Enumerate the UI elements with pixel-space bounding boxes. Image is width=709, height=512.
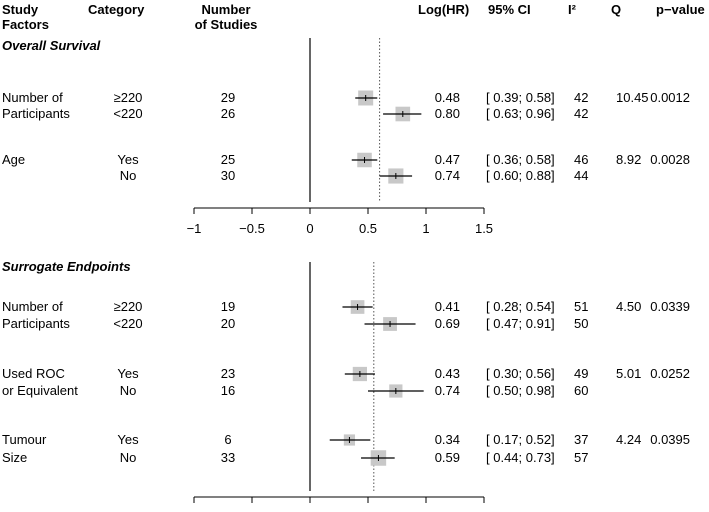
x-tick-label: 0.5	[358, 221, 378, 236]
ci-value: [ 0.17; 0.52]	[486, 432, 555, 447]
x-tick-label: −1	[186, 221, 202, 236]
study-factor-label: Number of	[2, 299, 63, 314]
loghr-value: 0.41	[434, 299, 460, 314]
p-value: 0.0252	[650, 366, 690, 381]
p-value: 0.0395	[650, 432, 690, 447]
category-label: Yes	[117, 152, 139, 167]
category-label: ≥220	[113, 299, 143, 314]
ci-value: [ 0.60; 0.88]	[486, 168, 555, 183]
study-factor-label: Size	[2, 450, 28, 465]
header-number-of-studies: Number of Studies	[194, 2, 258, 32]
p-value: 0.0339	[650, 299, 690, 314]
q-value: 4.24	[616, 432, 642, 447]
ci-value: [ 0.36; 0.58]	[486, 152, 555, 167]
x-tick-label: −0.5	[239, 221, 265, 236]
study-factor-label: Used ROC	[2, 366, 65, 381]
x-tick-label: 0	[306, 221, 314, 236]
ci-value: [ 0.39; 0.58]	[486, 90, 555, 105]
i2-value: 37	[574, 432, 589, 447]
loghr-value: 0.74	[434, 168, 460, 183]
loghr-value: 0.69	[434, 316, 460, 331]
number-of-studies-value: 26	[220, 106, 236, 121]
loghr-value: 0.59	[434, 450, 460, 465]
number-of-studies-value: 6	[224, 432, 232, 447]
ci-value: [ 0.50; 0.98]	[486, 383, 555, 398]
number-of-studies-value: 16	[220, 383, 236, 398]
number-of-studies-value: 29	[220, 90, 236, 105]
category-label: No	[119, 168, 137, 183]
ci-value: [ 0.44; 0.73]	[486, 450, 555, 465]
study-factor-label: Age	[2, 152, 26, 167]
i2-value: 42	[574, 106, 589, 121]
study-factor-label: Tumour	[2, 432, 47, 447]
q-value: 10.45	[616, 90, 649, 105]
x-tick-label: −0.5	[239, 510, 265, 512]
ci-value: [ 0.30; 0.56]	[486, 366, 555, 381]
loghr-value: 0.48	[434, 90, 460, 105]
header-95ci: 95% CI	[488, 2, 531, 17]
header-loghr: Log(HR)	[418, 2, 470, 17]
ci-value: [ 0.63; 0.96]	[486, 106, 555, 121]
category-label: No	[119, 383, 137, 398]
section-title: Overall Survival	[2, 38, 101, 53]
x-tick-label: −1	[187, 510, 202, 512]
i2-value: 46	[574, 152, 589, 167]
q-value: 4.50	[616, 299, 642, 314]
x-tick-label: 0.5	[359, 510, 377, 512]
loghr-value: 0.74	[434, 383, 460, 398]
x-tick-label: 0	[306, 510, 313, 512]
header-q: Q	[611, 2, 622, 17]
header-pvalue: p−value	[656, 2, 705, 17]
loghr-value: 0.47	[434, 152, 460, 167]
category-label: ≥220	[113, 90, 143, 105]
category-label: <220	[113, 106, 143, 121]
p-value: 0.0028	[650, 152, 690, 167]
i2-value: 42	[574, 90, 589, 105]
header-study-factors: Study Factors	[2, 2, 49, 32]
x-tick-label: 1.5	[474, 221, 494, 236]
i2-value: 50	[574, 316, 589, 331]
loghr-value: 0.80	[434, 106, 460, 121]
category-label: Yes	[117, 432, 139, 447]
loghr-value: 0.43	[434, 366, 460, 381]
number-of-studies-value: 30	[220, 168, 236, 183]
number-of-studies-value: 25	[220, 152, 236, 167]
i2-value: 44	[574, 168, 589, 183]
number-of-studies-value: 33	[220, 450, 236, 465]
study-factor-label: Participants	[2, 316, 70, 331]
study-factor-label: Participants	[2, 106, 70, 121]
header-i2: I²	[568, 2, 576, 17]
number-of-studies-value: 20	[220, 316, 236, 331]
loghr-value: 0.34	[434, 432, 460, 447]
x-tick-label: 1	[422, 510, 429, 512]
study-factor-label: or Equivalent	[2, 383, 78, 398]
p-value: 0.0012	[650, 90, 690, 105]
i2-value: 60	[574, 383, 589, 398]
number-of-studies-value: 19	[220, 299, 236, 314]
section-title: Surrogate Endpoints	[2, 259, 131, 274]
ci-value: [ 0.47; 0.91]	[486, 316, 555, 331]
q-value: 8.92	[616, 152, 642, 167]
x-tick-label: 1	[422, 221, 430, 236]
category-label: Yes	[117, 366, 139, 381]
study-factor-label: Number of	[2, 90, 63, 105]
i2-value: 57	[574, 450, 589, 465]
header-category: Category	[88, 2, 145, 17]
ci-value: [ 0.28; 0.54]	[486, 299, 555, 314]
i2-value: 49	[574, 366, 589, 381]
number-of-studies-value: 23	[220, 366, 236, 381]
category-label: <220	[113, 316, 143, 331]
q-value: 5.01	[616, 366, 642, 381]
i2-value: 51	[574, 299, 589, 314]
category-label: No	[119, 450, 137, 465]
x-tick-label: 1.5	[475, 510, 493, 512]
